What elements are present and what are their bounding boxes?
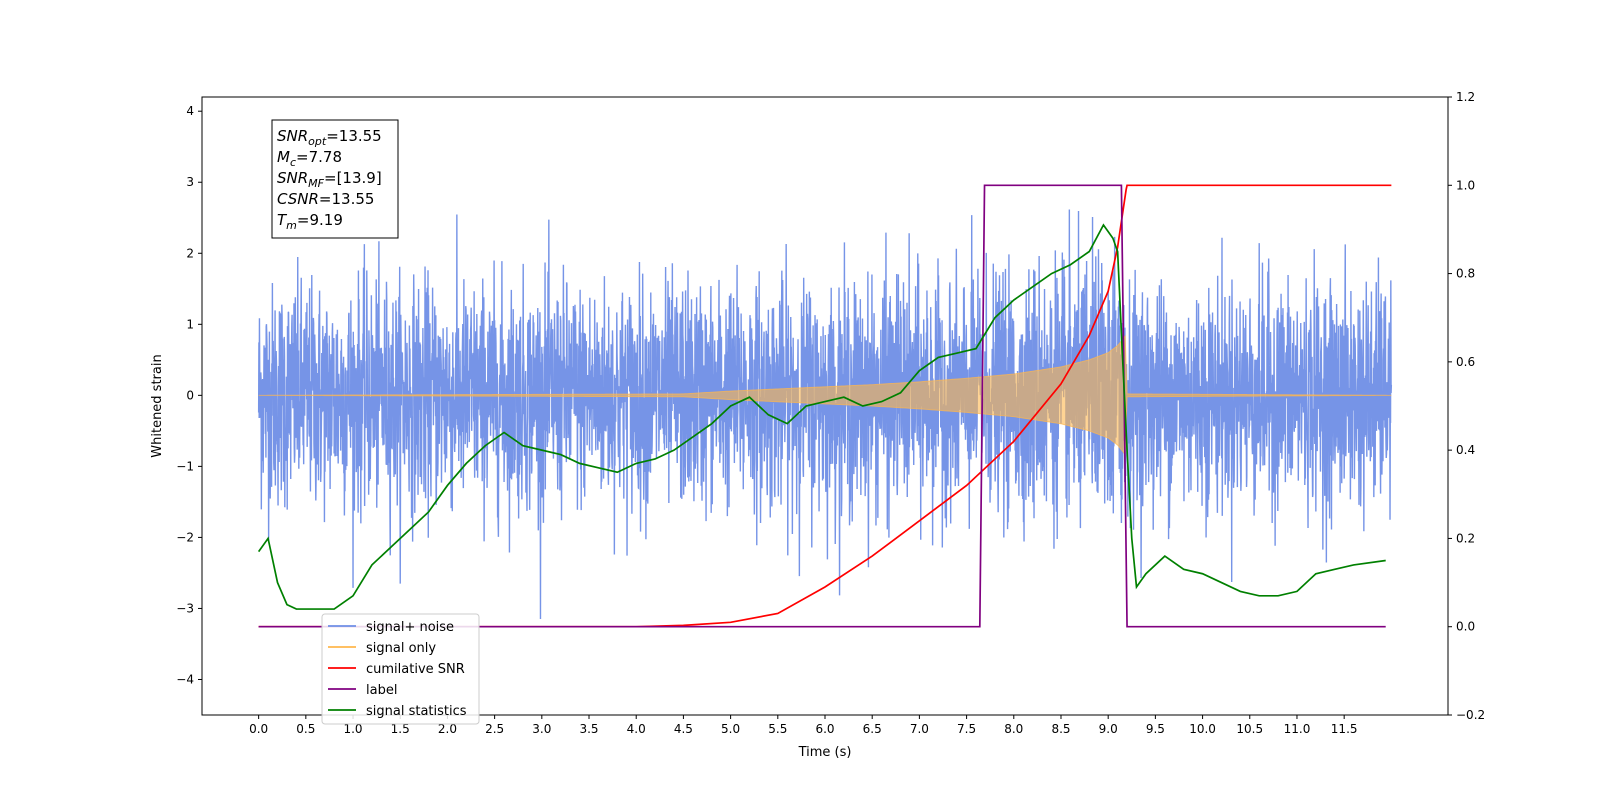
y-tick-label: −3 (176, 601, 194, 615)
y2-tick-label: −0.2 (1456, 708, 1485, 722)
y-tick-label: 0 (186, 388, 194, 402)
x-tick-label: 6.0 (815, 722, 834, 736)
info-line: Mc=7.78 (277, 148, 342, 169)
x-tick-label: 10.5 (1236, 722, 1263, 736)
y2-tick-label: 1.0 (1456, 178, 1475, 192)
x-tick-label: 10.0 (1189, 722, 1216, 736)
x-tick-label: 2.5 (485, 722, 504, 736)
y-tick-label: 4 (186, 104, 194, 118)
y-tick-label: −1 (176, 459, 194, 473)
x-tick-label: 0.5 (296, 722, 315, 736)
x-axis: 0.0 0.5 1.0 1.5 2.0 2.5 3.0 3.5 4.0 4.5 5.0 5.5 6.0 6… (249, 715, 1358, 736)
legend-label: signal+ noise (366, 620, 454, 635)
plot-area (257, 184, 1393, 628)
x-tick-label: 2.0 (438, 722, 457, 736)
x-axis-label: Time (s) (798, 745, 852, 760)
y-axis-left: 4 3 2 1 0 −1 −2 −3 −4 (176, 104, 202, 686)
y-tick-label: 2 (186, 246, 194, 260)
x-tick-label: 11.5 (1331, 722, 1358, 736)
series-signal-only (258, 334, 1392, 456)
legend: signal+ noise signal only cumilative SNR la… (321, 613, 480, 725)
x-tick-label: 7.0 (910, 722, 929, 736)
info-box: SNRopt=13.55Mc=7.78SNRMF=[13.9]CSNR=13.5… (271, 119, 399, 239)
x-tick-label: 8.5 (1051, 722, 1070, 736)
y-tick-label: 3 (186, 175, 194, 189)
y-axis-label: Whitened strain (150, 354, 165, 457)
x-tick-label: 1.5 (391, 722, 410, 736)
x-tick-label: 8.0 (1004, 722, 1023, 736)
x-tick-label: 7.5 (957, 722, 976, 736)
legend-label: cumilative SNR (366, 662, 465, 677)
series-cumulative-snr (258, 184, 1392, 628)
y-tick-label: −4 (176, 672, 194, 686)
legend-label: label (366, 683, 397, 698)
x-tick-label: 5.0 (721, 722, 740, 736)
y2-tick-label: 0.4 (1456, 443, 1475, 457)
y-tick-label: −2 (176, 530, 194, 544)
y2-tick-label: 0.6 (1456, 355, 1475, 369)
x-tick-label: 9.0 (1099, 722, 1118, 736)
x-tick-label: 3.0 (532, 722, 551, 736)
y2-tick-label: 0.0 (1456, 620, 1475, 634)
x-tick-label: 9.5 (1146, 722, 1165, 736)
x-tick-label: 6.5 (863, 722, 882, 736)
y-axis-right: 1.2 1.0 0.8 0.6 0.4 0.2 0.0 −0.2 (1448, 90, 1485, 722)
info-box-frame (271, 119, 399, 239)
x-tick-label: 3.5 (579, 722, 598, 736)
y-tick-label: 1 (186, 317, 194, 331)
y2-tick-label: 0.8 (1456, 267, 1475, 281)
info-line: CSNR=13.55 (277, 190, 374, 208)
x-tick-label: 4.0 (627, 722, 646, 736)
x-tick-label: 11.0 (1284, 722, 1311, 736)
x-tick-label: 0.0 (249, 722, 268, 736)
x-tick-label: 1.0 (343, 722, 362, 736)
x-tick-label: 5.5 (768, 722, 787, 736)
legend-label: signal statistics (366, 704, 467, 719)
series-label (258, 184, 1386, 628)
info-line: SNRMF=[13.9] (277, 169, 382, 190)
info-line: SNRopt=13.55 (277, 127, 382, 148)
legend-frame (321, 613, 480, 725)
series-signal-statistics (257, 223, 1386, 610)
info-line: Tm=9.19 (277, 211, 343, 232)
x-tick-label: 4.5 (674, 722, 693, 736)
y2-tick-label: 0.2 (1456, 531, 1475, 545)
legend-label: signal only (366, 641, 436, 656)
y2-tick-label: 1.2 (1456, 90, 1475, 104)
